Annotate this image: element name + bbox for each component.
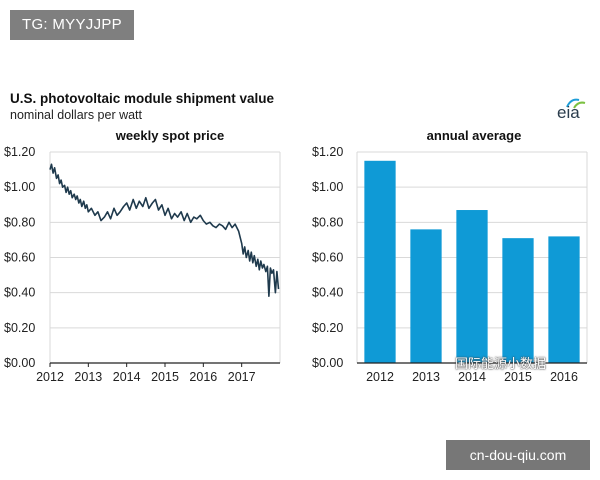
line-x-tick-label: 2017: [228, 370, 256, 384]
line-x-tick-label: 2014: [113, 370, 141, 384]
bar-2016: [548, 236, 580, 363]
line-x-tick-label: 2015: [151, 370, 179, 384]
line-panel-title: weekly spot price: [115, 128, 224, 143]
bar-y-tick-label: $0.60: [312, 251, 343, 265]
bar-y-tick-label: $0.20: [312, 321, 343, 335]
bar-x-tick-label: 2015: [504, 370, 532, 384]
line-y-tick-label: $0.60: [4, 251, 35, 265]
bar-x-tick-label: 2016: [550, 370, 578, 384]
bar-2012: [364, 160, 396, 363]
line-y-tick-label: $1.20: [4, 145, 35, 159]
corner-tag: TG: MYYJJPP: [10, 10, 134, 40]
eia-logo-text: eia: [557, 103, 580, 122]
line-y-tick-label: $0.00: [4, 356, 35, 370]
bar-x-tick-label: 2012: [366, 370, 394, 384]
bar-y-tick-label: $1.00: [312, 180, 343, 194]
eia-logo-icon: eia: [552, 97, 588, 123]
line-x-tick-label: 2013: [74, 370, 102, 384]
line-y-tick-label: $0.20: [4, 321, 35, 335]
wechat-overlay-text: 国际能源小数据: [455, 356, 547, 371]
weekly-spot-price-panel: weekly spot price $0.00 $0.20 $0.40 $0.60 $0.…: [4, 128, 281, 384]
chart-subtitle: nominal dollars per watt: [10, 108, 143, 122]
line-y-tick-label: $0.80: [4, 215, 35, 229]
line-x-tick-label: 2012: [36, 370, 64, 384]
bar-y-tick-label: $0.00: [312, 356, 343, 370]
bar-2014: [456, 210, 488, 363]
annual-average-panel: annual average $0.00 $0.20 $0.40 $0.60 $0.80 $…: [312, 128, 588, 384]
bar-y-tick-label: $0.40: [312, 286, 343, 300]
bar-x-tick-label: 2014: [458, 370, 486, 384]
watermark: cn-dou-qiu.com: [446, 440, 590, 470]
chart-title: U.S. photovoltaic module shipment value: [10, 91, 275, 106]
line-x-tick-label: 2016: [189, 370, 217, 384]
bar-y-tick-label: $1.20: [312, 145, 343, 159]
line-y-tick-label: $0.40: [4, 286, 35, 300]
spot-price-series-line: [49, 163, 280, 298]
eia-logo-arc-icon: [566, 98, 586, 109]
line-y-tick-label: $1.00: [4, 180, 35, 194]
bar-2013: [410, 229, 442, 363]
bar-panel-title: annual average: [427, 128, 522, 143]
bar-y-tick-label: $0.80: [312, 215, 343, 229]
bar-x-tick-label: 2013: [412, 370, 440, 384]
bar-2015: [502, 238, 534, 363]
